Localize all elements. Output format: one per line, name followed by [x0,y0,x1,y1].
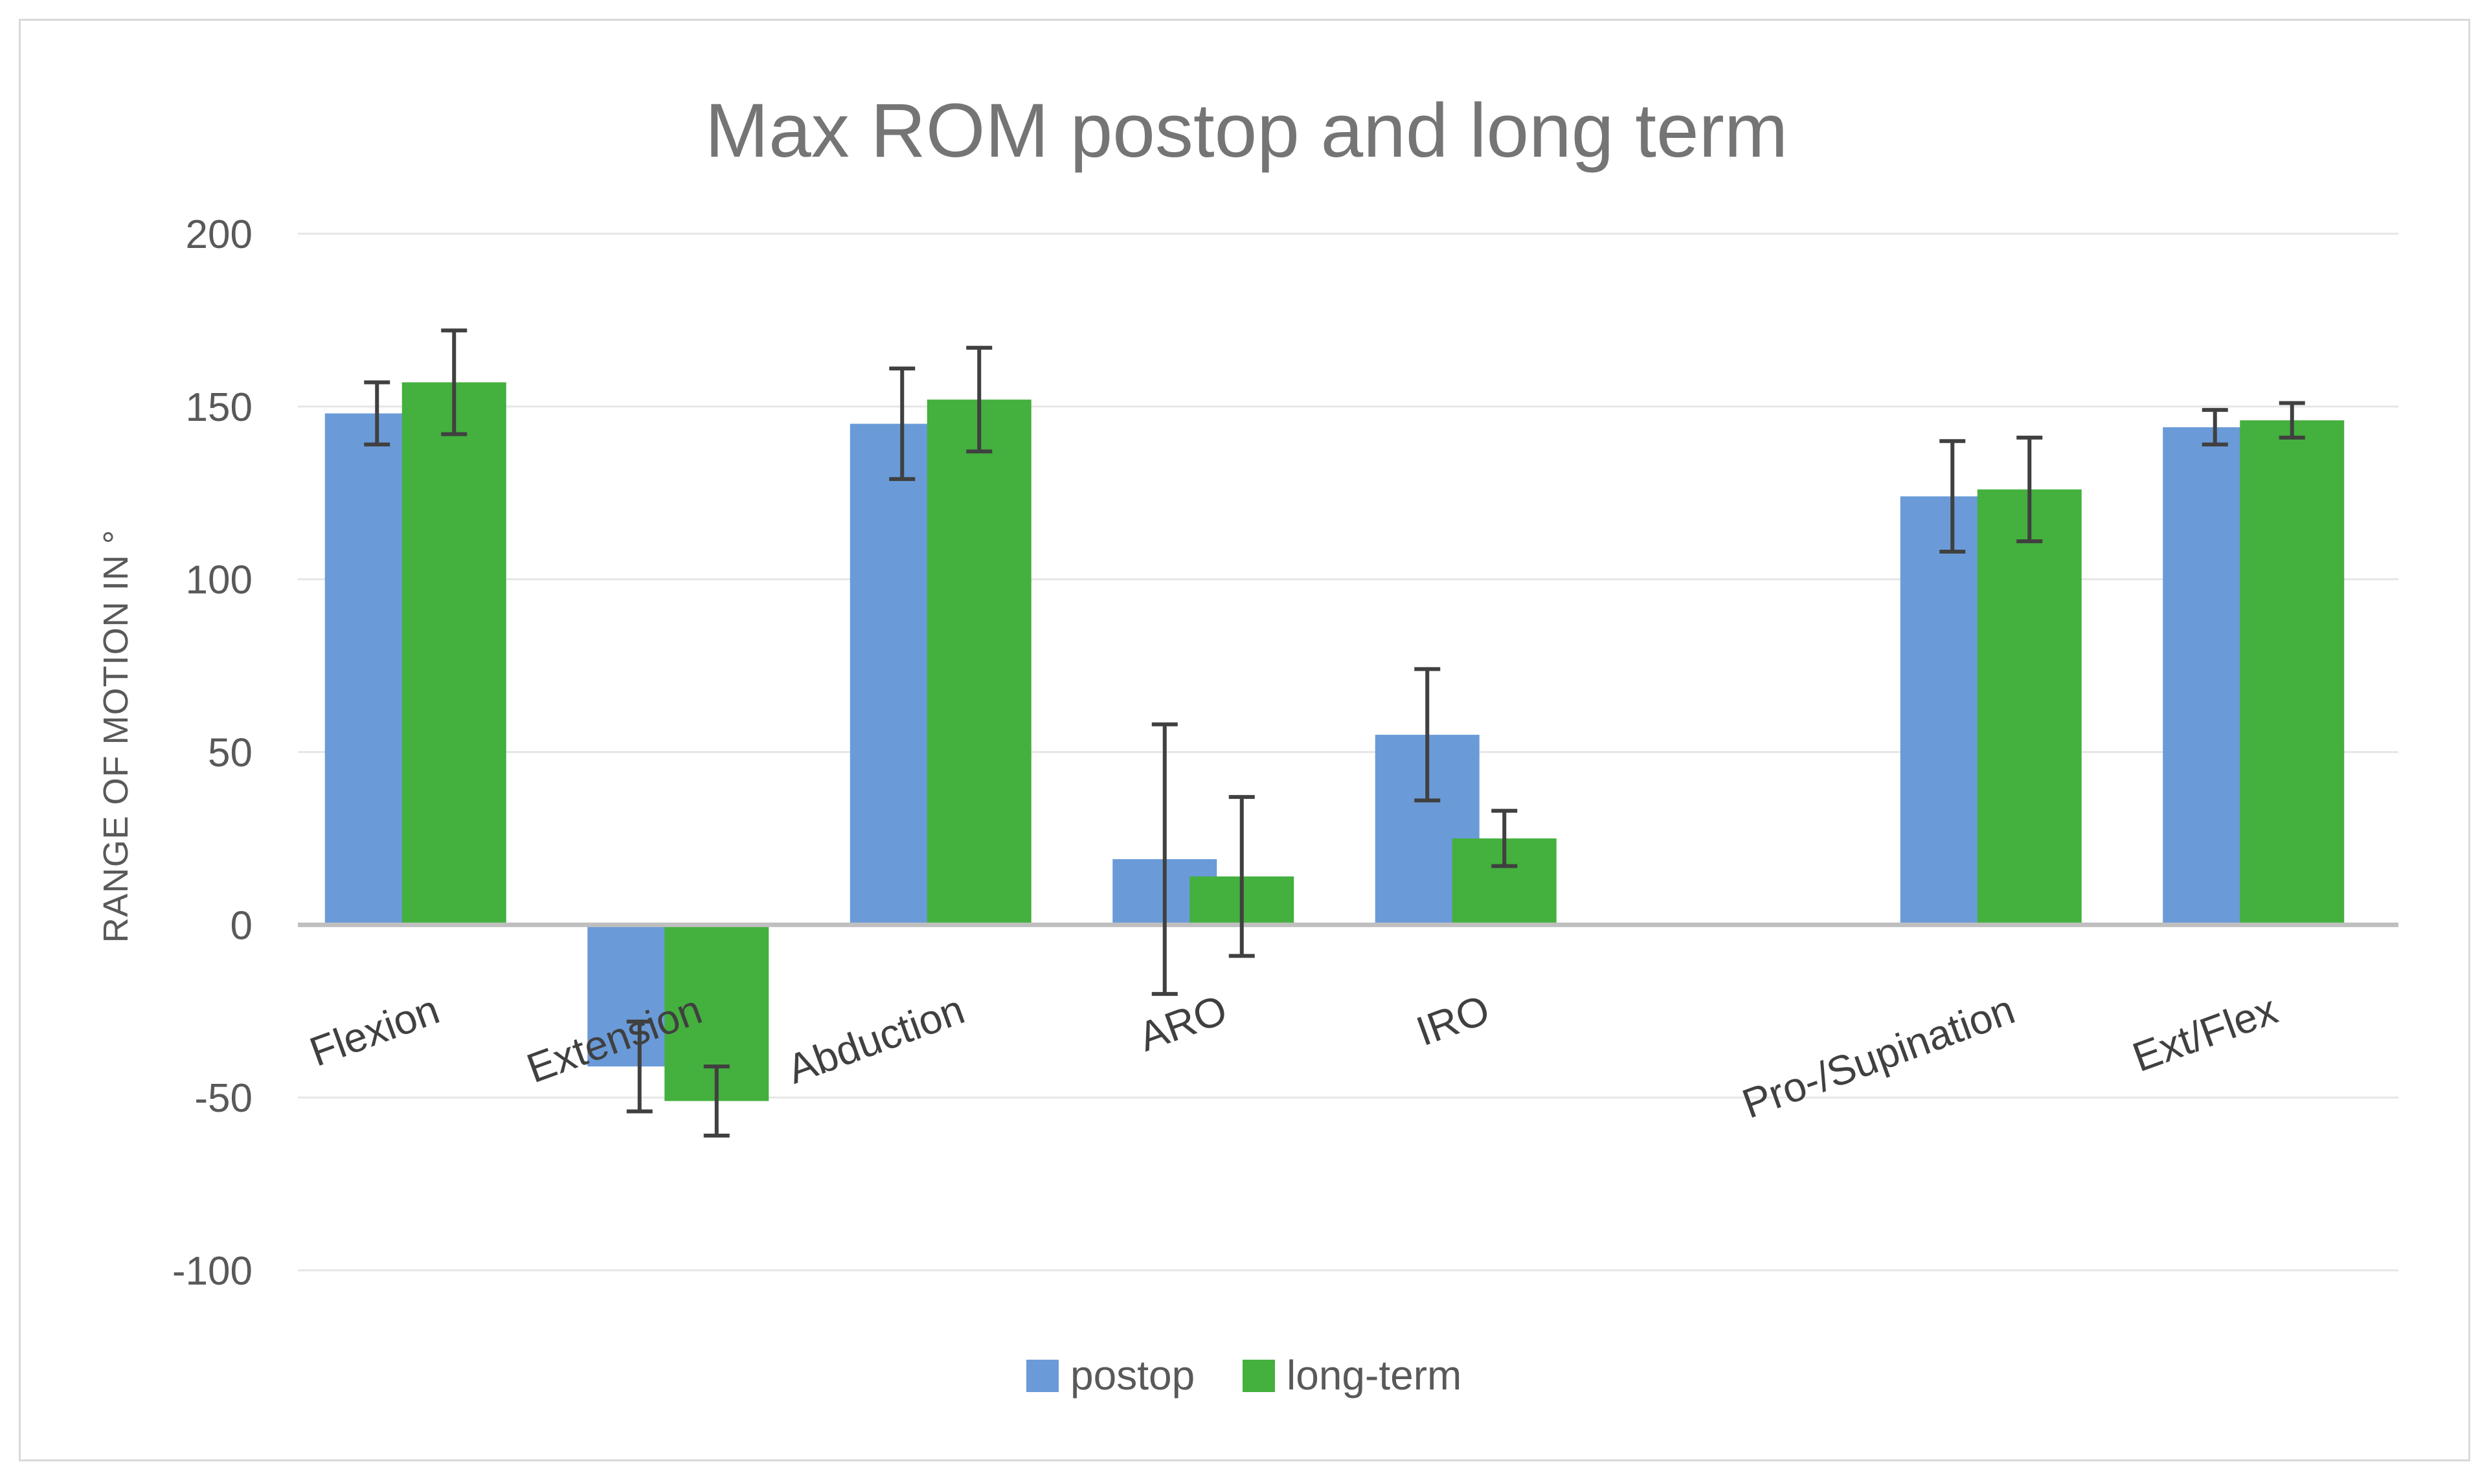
legend-item: postop [1026,1352,1195,1399]
y-tick-label: 200 [186,212,253,257]
legend-item: long-term [1243,1352,1461,1399]
error-bar [2279,401,2305,440]
error-bar [703,1064,730,1138]
y-tick-label: -50 [194,1076,253,1121]
error-bar [1939,439,1966,554]
bar-long-term [401,382,506,925]
error-bar [1228,794,1255,958]
bar-long-term [1977,489,2082,925]
legend-label: postop [1070,1352,1195,1399]
chart-svg: Max ROM postop and long term 200 150 100 50… [96,88,2398,1399]
x-category-label: ARO [1133,985,1233,1060]
y-tick-label: 100 [186,558,253,603]
legend-swatch [1026,1360,1059,1392]
x-category-label: IRO [1410,985,1496,1055]
x-category-label: Abduction [781,985,970,1092]
chart-frame: Max ROM postop and long term 200 150 100 50… [19,19,2470,1461]
y-tick-label: 0 [231,903,253,948]
gridlines [298,232,2398,1272]
y-axis-title: RANGE OF MOTION IN ° [96,530,135,943]
error-bar [2016,435,2043,543]
chart-title: Max ROM postop and long term [705,88,1788,174]
legend-label: long-term [1287,1352,1461,1399]
error-bar [2202,408,2228,447]
y-tick-label: 50 [208,731,253,776]
error-bar [889,366,916,481]
error-bars [364,328,2305,1138]
error-bar [441,328,468,436]
error-bar [966,346,993,454]
legend: postop long-term [1026,1352,1461,1399]
x-category-label: Flexion [304,985,445,1075]
bar-long-term [927,399,1031,925]
error-bar [626,1019,653,1114]
x-category-label: Pro-/Supination [1736,985,2020,1127]
error-bar [1414,667,1441,803]
error-bar [1491,809,1518,868]
y-tick-labels: 200 150 100 50 0 -50 -100 [172,212,253,1294]
bars [324,382,2345,1101]
error-bar [364,380,390,447]
error-bar [1151,722,1178,996]
y-tick-label: 150 [186,385,253,430]
bar-long-term [2240,420,2345,925]
x-category-label: Ext/Flex [2126,985,2283,1081]
legend-swatch [1243,1360,1275,1392]
y-tick-label: -100 [172,1249,253,1294]
